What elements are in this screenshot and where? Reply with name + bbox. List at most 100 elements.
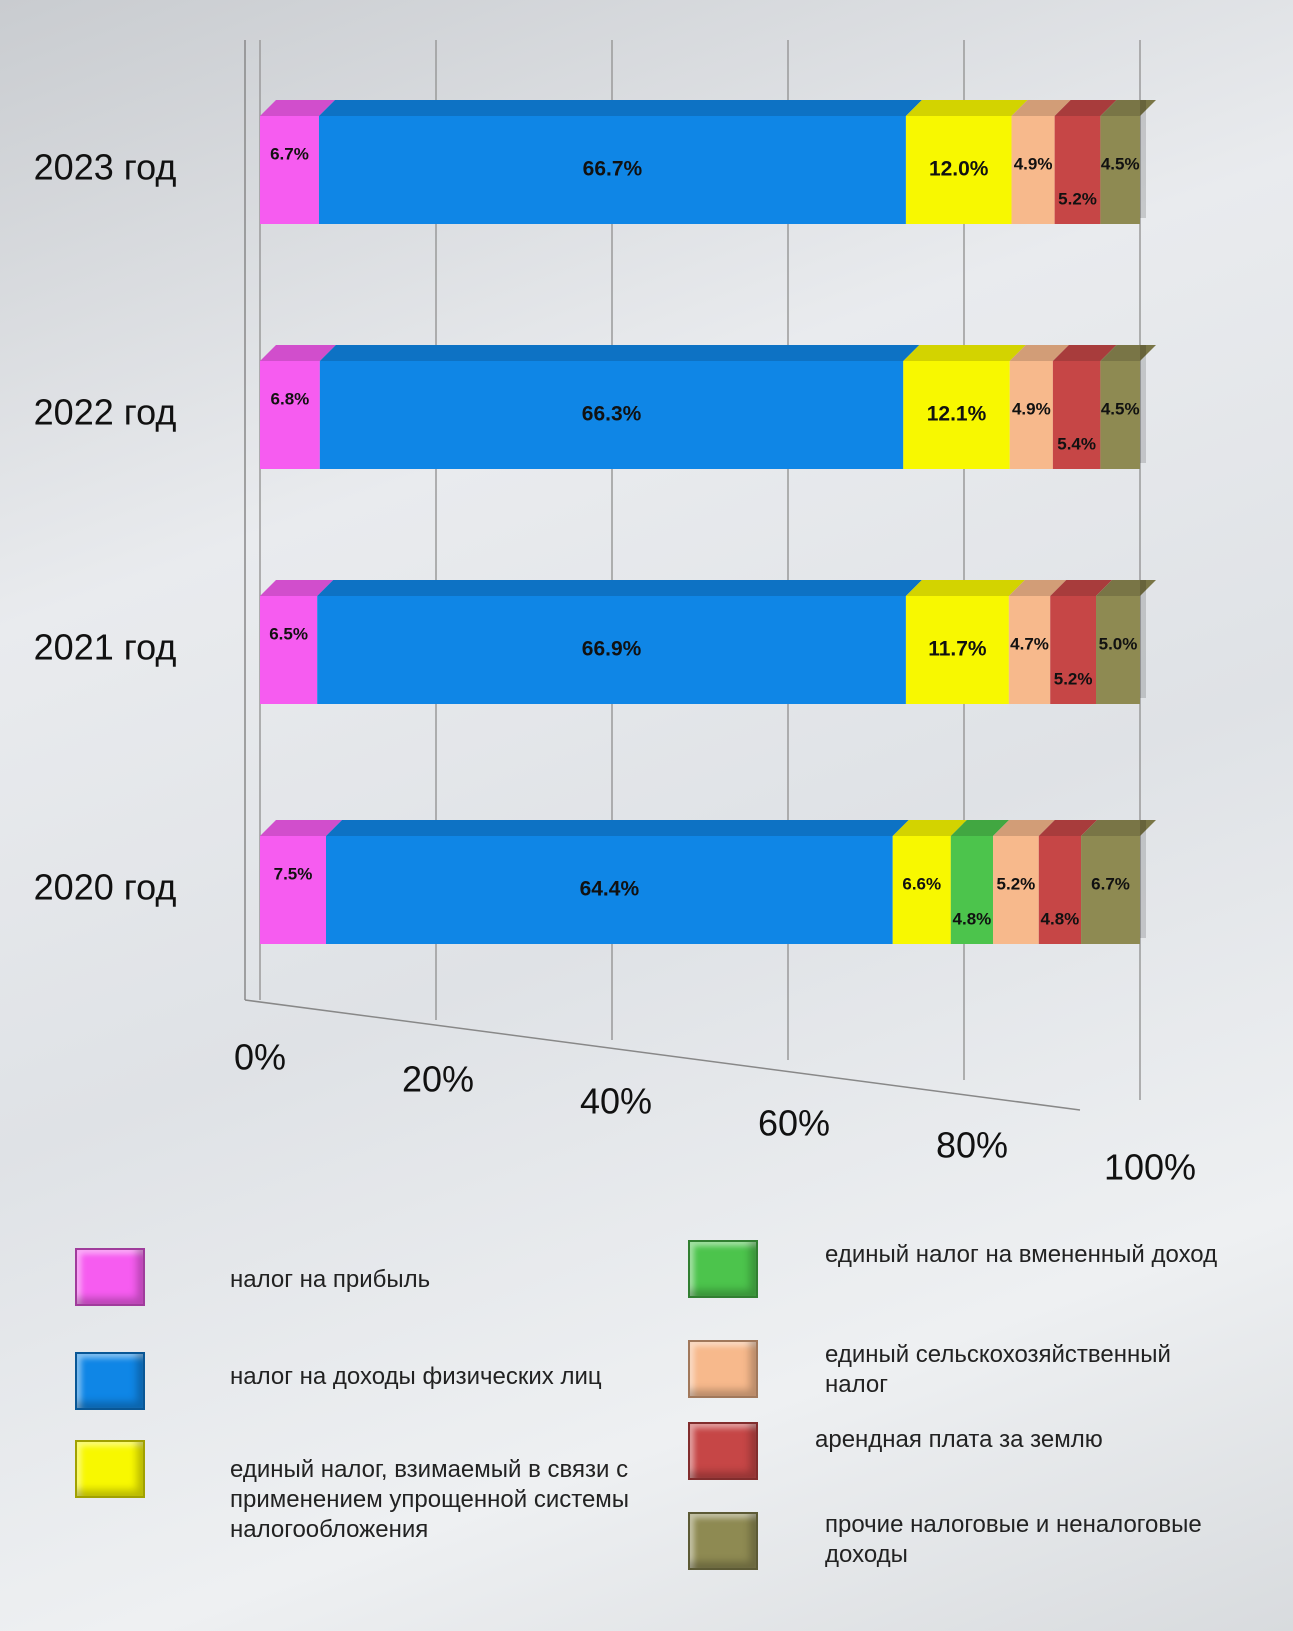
bar-top [905, 100, 1028, 116]
bar-top [1081, 820, 1156, 836]
bar-top [1100, 100, 1156, 116]
bar-top [1038, 820, 1098, 836]
bar-top [1096, 580, 1156, 596]
bar-top [892, 820, 967, 836]
bar-segment [260, 100, 335, 224]
bar-segment [317, 580, 922, 704]
bar-segment [1008, 580, 1067, 704]
bar-face [260, 116, 319, 224]
bar-segment [905, 580, 1025, 704]
bar-segment [1009, 345, 1069, 469]
bar-top [260, 100, 335, 116]
y-tick-label: 2023 год [34, 147, 177, 188]
bar-segment [326, 820, 909, 944]
data-label: 11.7% [928, 638, 987, 661]
bar-face [950, 836, 994, 944]
data-label: 4.9% [1012, 399, 1051, 418]
legend-label: налог на прибыль [230, 1266, 431, 1293]
bar-face [260, 836, 326, 944]
bar-top [1008, 580, 1067, 596]
bar-face [905, 596, 1009, 704]
x-tick-label: 20% [402, 1059, 474, 1100]
x-tick-label: 0% [234, 1037, 286, 1078]
data-label: 12.0% [929, 158, 989, 181]
bar-face [903, 361, 1010, 469]
bar-top [905, 580, 1025, 596]
bar-face [1038, 836, 1082, 944]
bar-face [905, 116, 1012, 224]
bar-face [317, 596, 906, 704]
x-tick-label: 40% [580, 1081, 652, 1122]
bar-top [1050, 580, 1112, 596]
data-label: 4.8% [953, 909, 992, 928]
legend-swatch [75, 1352, 145, 1410]
axis-line [244, 999, 1081, 1111]
bar-end [1140, 345, 1146, 463]
bar-face [1050, 596, 1096, 704]
bar-top [1009, 345, 1069, 361]
bar-face [892, 836, 951, 944]
data-label: 6.5% [269, 624, 308, 643]
y-tick-label: 2020 год [34, 867, 177, 908]
bar-face [1081, 836, 1140, 944]
bar-segment [1054, 100, 1117, 224]
legend-label: прочие налоговые и неналоговые доходы [825, 1511, 1202, 1568]
bar-segment [950, 820, 1010, 944]
bar-face [318, 116, 906, 224]
bar-face [1054, 116, 1101, 224]
bar-face [1011, 116, 1055, 224]
legend-swatch [75, 1440, 145, 1498]
bar-top [993, 820, 1055, 836]
data-label: 7.5% [274, 864, 313, 883]
data-label: 5.0% [1099, 634, 1138, 653]
legend-label: единый сельскохозяйственный налог [825, 1341, 1171, 1398]
legend-label: арендная плата за землю [815, 1426, 1103, 1453]
data-label: 4.5% [1101, 154, 1140, 173]
bar-segment [903, 345, 1026, 469]
y-tick-label: 2022 год [34, 392, 177, 433]
bar-face [260, 361, 320, 469]
bar-segment [1100, 345, 1156, 469]
x-tick-label: 60% [758, 1103, 830, 1144]
data-label: 64.4% [580, 878, 640, 901]
legend-label: налог на доходы физических лиц [230, 1363, 602, 1390]
data-label: 6.6% [902, 874, 941, 893]
data-label: 5.2% [997, 874, 1036, 893]
bar-top [260, 820, 342, 836]
bar-segment [318, 100, 922, 224]
bar-segment [1100, 100, 1156, 224]
chart: 0% 20% 40% 60% 80% 100% 2023 год 6.7% 66.7% 12.0%… [34, 40, 1196, 1188]
legend-swatch [688, 1240, 758, 1298]
bar-segment [905, 100, 1028, 224]
bar-segment [260, 820, 342, 944]
data-label: 66.7% [583, 158, 643, 181]
data-label: 66.9% [582, 638, 642, 661]
legend-swatch [75, 1248, 145, 1306]
data-label: 5.4% [1057, 434, 1096, 453]
x-tick-label: 100% [1104, 1147, 1196, 1188]
bar-segment [1038, 820, 1098, 944]
y-tick-label: 2021 год [34, 627, 177, 668]
bar-top [260, 580, 334, 596]
bar-top [260, 345, 336, 361]
bar-segment [1052, 345, 1117, 469]
bar-top [903, 345, 1026, 361]
legend-label: единый налог на вмененный доход [825, 1241, 1218, 1268]
bar-segment [1011, 100, 1071, 224]
bar-segment [1096, 580, 1156, 704]
bar-face [326, 836, 893, 944]
bar-end [1140, 100, 1146, 218]
bar-face [1096, 596, 1140, 704]
data-label: 12.1% [927, 403, 987, 426]
bar-top [1100, 345, 1156, 361]
x-tick-label: 80% [936, 1125, 1008, 1166]
bar-face [1052, 361, 1101, 469]
data-label: 4.8% [1041, 909, 1080, 928]
bar-segment [319, 345, 920, 469]
data-label: 5.2% [1058, 189, 1097, 208]
bar-segment [260, 345, 336, 469]
bar-top [950, 820, 1010, 836]
bar-face [1100, 361, 1140, 469]
legend-swatch [688, 1422, 758, 1480]
